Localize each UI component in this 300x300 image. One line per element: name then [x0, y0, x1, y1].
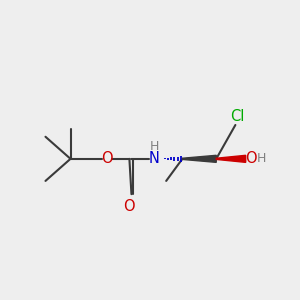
Text: Cl: Cl [231, 109, 245, 124]
Text: O: O [245, 151, 257, 166]
Polygon shape [182, 155, 216, 162]
Text: O: O [124, 199, 135, 214]
Text: O: O [101, 151, 113, 166]
Text: H: H [256, 152, 266, 165]
Polygon shape [216, 155, 246, 162]
Text: N: N [149, 151, 160, 166]
Text: H: H [150, 140, 159, 153]
